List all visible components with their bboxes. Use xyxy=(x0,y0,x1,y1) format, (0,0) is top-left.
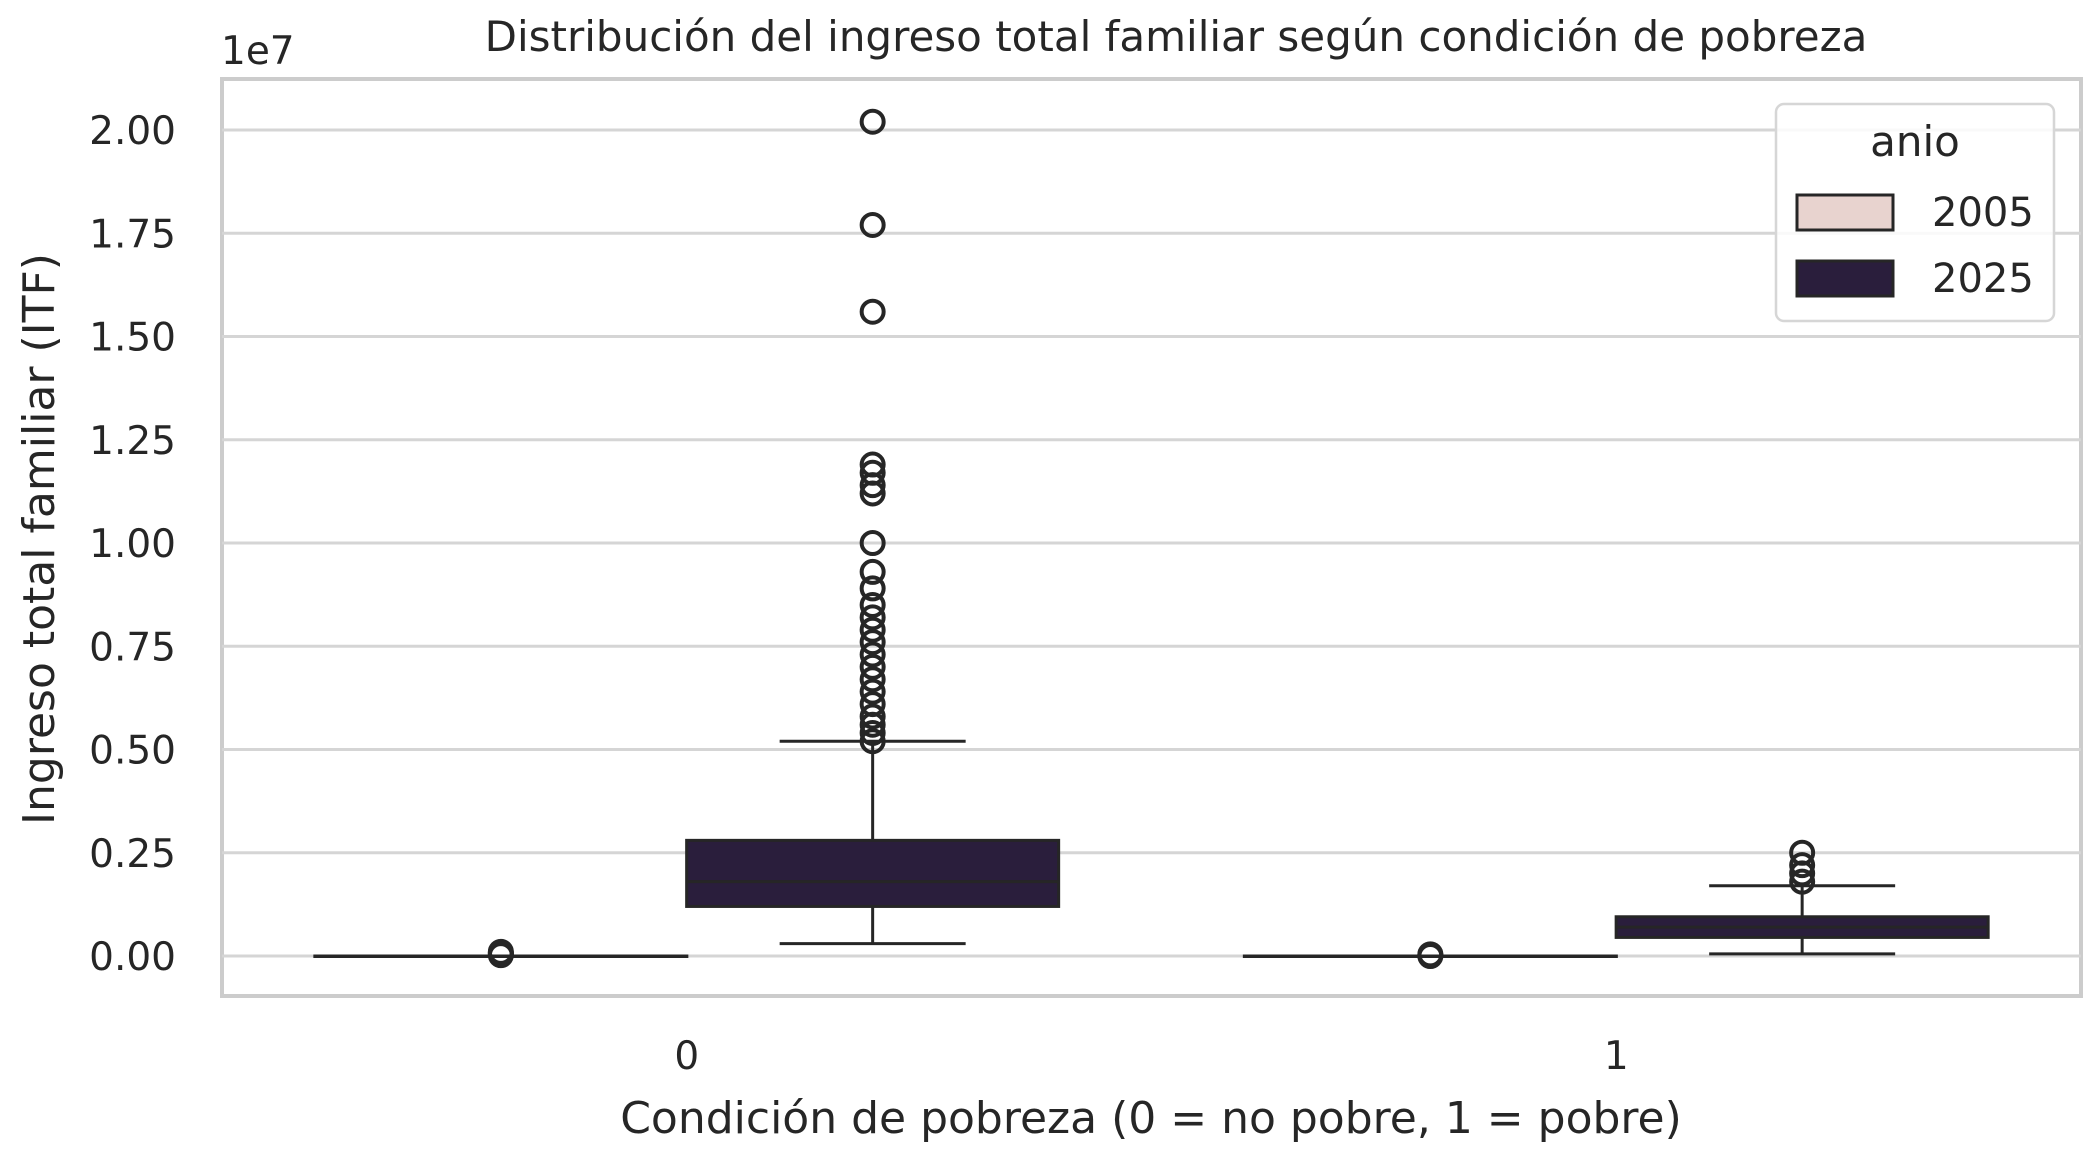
outlier-point xyxy=(859,703,886,730)
y-tick-label: 2.00 xyxy=(89,109,176,154)
legend-swatch-2005 xyxy=(1795,193,1895,232)
outlier-point xyxy=(859,616,886,643)
outlier-point xyxy=(859,451,886,478)
outlier-point xyxy=(1417,941,1444,968)
outlier-point xyxy=(1789,868,1816,895)
outlier-point xyxy=(859,108,886,135)
outlier-point xyxy=(859,641,886,668)
outlier-point xyxy=(859,459,886,486)
legend: anio 2005 2025 xyxy=(1774,102,2056,323)
y-axis-label: Ingreso total familiar (ITF) xyxy=(14,253,65,825)
outlier-point xyxy=(859,558,886,585)
y-tick-label: 0.75 xyxy=(89,625,176,670)
y-tick-label: 0.00 xyxy=(89,935,176,980)
legend-title: anio xyxy=(1870,117,1960,166)
y-tick-label: 1.50 xyxy=(89,316,176,361)
outlier-point xyxy=(859,211,886,238)
outlier-point xyxy=(859,728,886,755)
y-tick-label: 0.50 xyxy=(89,729,176,774)
box-2025-cat-0 xyxy=(685,108,1061,946)
outlier-point xyxy=(859,530,886,556)
outlier-point xyxy=(859,653,886,680)
y-tick-label: 1.25 xyxy=(89,419,176,464)
outlier-point xyxy=(859,298,886,325)
legend-swatch-2025 xyxy=(1795,259,1895,298)
outlier-point xyxy=(859,604,886,631)
outlier-point xyxy=(859,678,886,705)
box-body xyxy=(685,838,1061,908)
y-tick-label: 1.75 xyxy=(89,212,176,257)
y-tick-labels: 0.00 0.25 0.50 0.75 1.00 1.25 1.50 1.75 2.00 xyxy=(89,109,176,980)
y-tick-label: 1.00 xyxy=(89,522,176,567)
x-tick-label: 0 xyxy=(674,1034,699,1079)
legend-label-2025: 2025 xyxy=(1932,256,2034,302)
outlier-point xyxy=(1789,839,1816,866)
box-2005-cat-1 xyxy=(1242,941,1618,969)
boxes xyxy=(313,108,1990,969)
chart-title: Distribución del ingreso total familiar … xyxy=(485,12,1868,61)
outlier-point xyxy=(859,591,886,618)
outlier-point xyxy=(859,719,886,746)
box-2025-cat-1 xyxy=(1614,839,1990,956)
legend-label-2005: 2005 xyxy=(1932,190,2034,236)
x-axis-label: Condición de pobreza (0 = no pobre, 1 = … xyxy=(620,1093,1682,1144)
outlier-point xyxy=(1789,852,1816,879)
outlier-point xyxy=(859,629,886,656)
outlier-point xyxy=(859,575,886,602)
x-tick-label: 1 xyxy=(1604,1034,1629,1079)
outlier-point xyxy=(487,938,514,965)
y-tick-label: 0.25 xyxy=(89,832,176,877)
offset-label: 1e7 xyxy=(221,29,295,74)
outlier-point xyxy=(859,666,886,693)
outlier-point xyxy=(859,691,886,718)
box-2005-cat-0 xyxy=(313,938,689,969)
